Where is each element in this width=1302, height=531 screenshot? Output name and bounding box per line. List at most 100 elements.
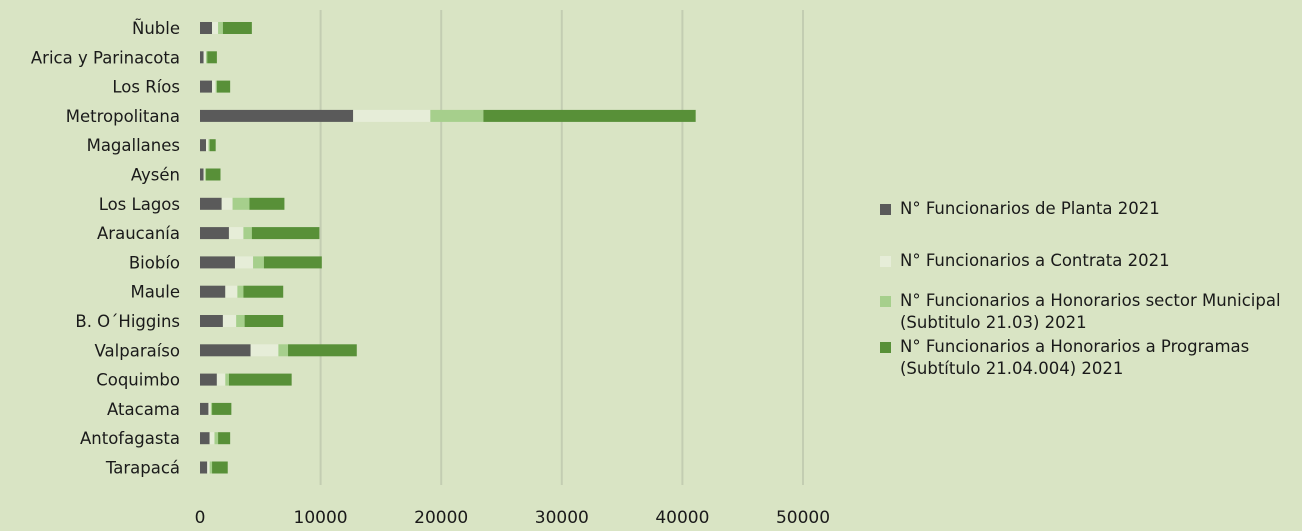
bar-segment: [212, 402, 232, 415]
category-label: Tarapacá: [105, 459, 180, 478]
bar-segment: [200, 139, 207, 152]
bar-segment: [200, 402, 209, 415]
category-label: Coquimbo: [96, 371, 180, 390]
bar-segment: [430, 109, 484, 122]
bar-segment: [228, 373, 292, 386]
bar-segment: [200, 315, 223, 327]
x-tick-label: 40000: [655, 508, 709, 527]
bar-segment: [200, 256, 235, 269]
legend-label: N° Funcionarios a Contrata 2021: [900, 251, 1170, 270]
bar-segment: [214, 432, 219, 445]
legend-swatch: [880, 342, 891, 353]
legend-label: N° Funcionarios a Honorarios sector Muni…: [900, 291, 1281, 332]
bar-segment: [209, 461, 213, 474]
category-label: Biobío: [129, 253, 180, 272]
bar-segment: [278, 344, 289, 357]
bar-segment: [215, 80, 217, 93]
bar-segment: [483, 109, 696, 122]
category-label: Aysén: [131, 166, 180, 185]
bar-segment: [212, 80, 216, 93]
bar-segment: [263, 256, 322, 269]
x-tick-label: 10000: [294, 508, 348, 527]
bar-segment: [200, 344, 251, 357]
bar-segment: [209, 432, 215, 445]
bar-segment: [218, 22, 223, 34]
bar-segment: [207, 51, 217, 64]
category-label: Maule: [130, 283, 180, 302]
bar-segment: [200, 168, 204, 181]
bar-segment: [216, 373, 226, 386]
bar-segment: [212, 22, 219, 34]
bar-segment: [209, 139, 216, 152]
bar-segment: [216, 80, 231, 93]
legend: N° Funcionarios de Planta 2021 N° Funcion…: [880, 198, 1300, 380]
bar-segment: [200, 22, 213, 34]
category-label: Los Lagos: [99, 195, 180, 214]
bar-segment: [222, 315, 237, 327]
bar-segment: [200, 197, 222, 210]
bar-segment: [206, 168, 221, 181]
category-label: Magallanes: [87, 136, 180, 155]
category-label: Antofagasta: [80, 429, 180, 448]
bar-segment: [228, 227, 244, 240]
bar-segment: [207, 461, 210, 474]
bar-segment: [206, 51, 208, 64]
bar-segment: [221, 197, 233, 210]
category-label: B. O´Higgins: [75, 312, 180, 331]
category-label: Metropolitana: [66, 107, 180, 126]
bar-segment: [243, 285, 284, 298]
legend-label: N° Funcionarios de Planta 2021: [900, 199, 1160, 218]
legend-swatch: [880, 256, 891, 267]
bar-segment: [249, 197, 285, 210]
x-tick-label: 0: [195, 508, 206, 527]
category-label: Araucanía: [97, 224, 180, 243]
bar-segment: [200, 373, 217, 386]
bar-segment: [200, 285, 226, 298]
bar-segment: [225, 285, 238, 298]
legend-item: N° Funcionarios de Planta 2021: [880, 198, 1300, 220]
bar-segment: [225, 373, 229, 386]
bar-segment: [200, 432, 210, 445]
x-tick-label: 50000: [776, 508, 830, 527]
bar-segment: [237, 285, 244, 298]
bar-segment: [232, 197, 250, 210]
legend-item: N° Funcionarios a Contrata 2021: [880, 250, 1300, 272]
bar-segment: [200, 109, 354, 122]
bar-segment: [288, 344, 357, 357]
bar-segment: [253, 256, 264, 269]
x-tick-label: 20000: [414, 508, 468, 527]
legend-swatch: [880, 296, 891, 307]
bar-segment: [208, 139, 210, 152]
bar-segment: [200, 51, 204, 64]
bar-segment: [206, 139, 209, 152]
bar-segment: [212, 461, 228, 474]
x-tick-label: 30000: [535, 508, 589, 527]
bar-segment: [204, 168, 207, 181]
bar-segment: [203, 51, 207, 64]
category-label: Los Ríos: [112, 78, 180, 97]
category-label: Atacama: [107, 400, 180, 419]
bar-segment: [203, 168, 205, 181]
bar-segment: [200, 227, 229, 240]
bar-segment: [210, 402, 213, 415]
bar-segment: [250, 344, 279, 357]
category-label: Ñuble: [132, 19, 180, 38]
bar-segment: [251, 227, 320, 240]
bar-segment: [200, 461, 208, 474]
bar-segment: [244, 315, 284, 327]
bar-segment: [200, 80, 213, 93]
category-label: Arica y Parinacota: [31, 48, 180, 67]
bar-segment: [218, 432, 231, 445]
bar-segment: [234, 256, 254, 269]
bar-segment: [236, 315, 245, 327]
legend-item: N° Funcionarios a Honorarios a Programas…: [880, 336, 1300, 380]
category-label: Valparaíso: [95, 341, 180, 360]
legend-label: N° Funcionarios a Honorarios a Programas…: [900, 337, 1250, 378]
legend-swatch: [880, 204, 891, 215]
bar-segment: [208, 402, 211, 415]
bar-segment: [353, 109, 431, 122]
legend-item: N° Funcionarios a Honorarios sector Muni…: [880, 290, 1300, 334]
bar-segment: [243, 227, 252, 240]
